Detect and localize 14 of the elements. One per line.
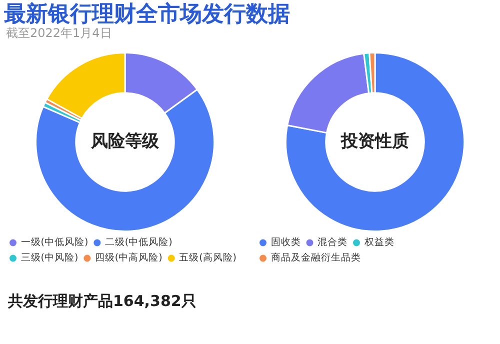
legend-label: 二级(中低风险) bbox=[104, 236, 172, 248]
legend-label: 一级(中低风险) bbox=[20, 236, 88, 248]
legend-label: 商品及金融衍生品类 bbox=[270, 252, 361, 264]
legend-label: 四级(中高风险) bbox=[94, 252, 162, 264]
legend-label: 混合类 bbox=[318, 236, 348, 248]
text: 共发行理财产品164,382只 bbox=[8, 292, 196, 311]
legend-label: 五级(高风险) bbox=[179, 252, 236, 264]
text: 风险等级 bbox=[90, 131, 160, 152]
legend-label: 权益类 bbox=[363, 236, 394, 248]
legend-label: 三级(中风险) bbox=[20, 252, 78, 264]
chart-subtitle: 截至2022年1月4日 bbox=[6, 26, 113, 42]
text: 投资性质 bbox=[340, 131, 409, 152]
legend-label: 固收类 bbox=[270, 236, 301, 248]
chart-title: 最新银行理财全市场发行数据 bbox=[4, 2, 290, 27]
